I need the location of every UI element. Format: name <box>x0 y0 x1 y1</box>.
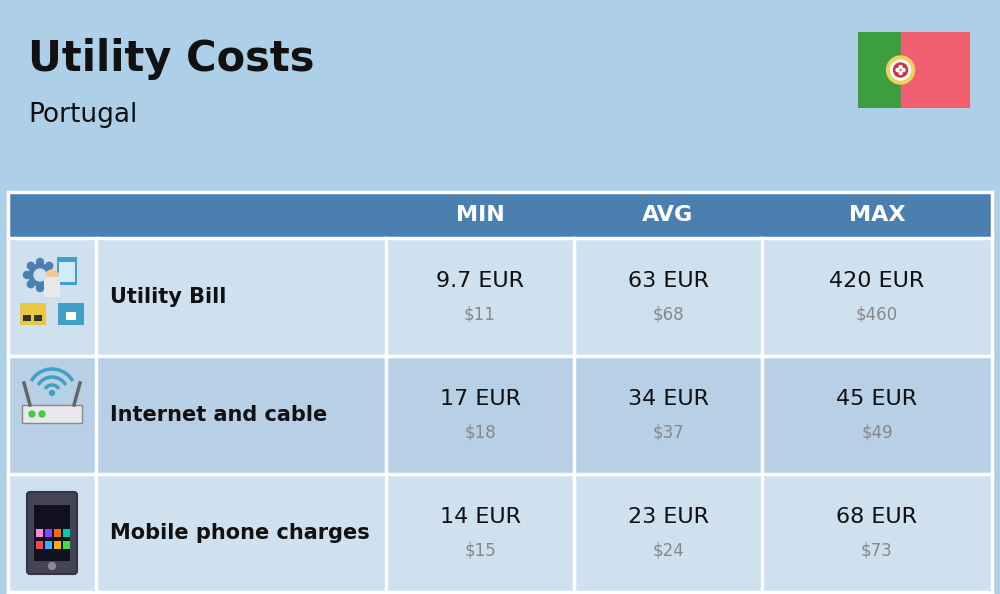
Circle shape <box>887 56 915 84</box>
FancyBboxPatch shape <box>8 192 992 238</box>
Text: 34 EUR: 34 EUR <box>628 389 708 409</box>
Text: AVG: AVG <box>642 205 694 225</box>
Circle shape <box>36 258 44 266</box>
FancyBboxPatch shape <box>8 474 992 592</box>
Circle shape <box>902 68 905 71</box>
Circle shape <box>34 269 46 281</box>
FancyBboxPatch shape <box>8 356 992 474</box>
Text: $24: $24 <box>652 542 684 560</box>
FancyBboxPatch shape <box>54 529 61 537</box>
Circle shape <box>29 264 51 286</box>
Circle shape <box>899 71 902 74</box>
Circle shape <box>36 285 44 292</box>
Text: MAX: MAX <box>849 205 905 225</box>
Circle shape <box>50 271 56 279</box>
Text: $68: $68 <box>652 306 684 324</box>
FancyBboxPatch shape <box>45 529 52 537</box>
Circle shape <box>50 390 54 396</box>
FancyBboxPatch shape <box>63 541 70 549</box>
Circle shape <box>48 563 56 570</box>
FancyBboxPatch shape <box>54 541 61 549</box>
Text: $18: $18 <box>464 424 496 442</box>
FancyBboxPatch shape <box>23 315 31 321</box>
Text: $460: $460 <box>856 306 898 324</box>
FancyBboxPatch shape <box>36 541 43 549</box>
Circle shape <box>46 281 53 287</box>
Text: Portugal: Portugal <box>28 102 137 128</box>
Circle shape <box>45 270 59 284</box>
FancyBboxPatch shape <box>57 257 77 285</box>
FancyBboxPatch shape <box>59 262 75 282</box>
Circle shape <box>29 411 35 417</box>
FancyBboxPatch shape <box>22 405 82 423</box>
Text: Utility Costs: Utility Costs <box>28 38 314 80</box>
Text: Internet and cable: Internet and cable <box>110 405 327 425</box>
FancyBboxPatch shape <box>858 32 901 108</box>
Text: 45 EUR: 45 EUR <box>836 389 918 409</box>
Text: 420 EUR: 420 EUR <box>829 271 925 291</box>
FancyBboxPatch shape <box>44 277 60 297</box>
Text: $73: $73 <box>861 542 893 560</box>
Text: $15: $15 <box>464 542 496 560</box>
FancyBboxPatch shape <box>27 492 77 574</box>
Circle shape <box>896 68 899 71</box>
FancyBboxPatch shape <box>45 541 52 549</box>
Text: $49: $49 <box>861 424 893 442</box>
FancyBboxPatch shape <box>34 505 70 561</box>
FancyBboxPatch shape <box>63 529 70 537</box>
FancyBboxPatch shape <box>8 238 992 356</box>
FancyBboxPatch shape <box>34 315 42 321</box>
Circle shape <box>899 65 902 68</box>
Circle shape <box>891 60 911 80</box>
Circle shape <box>39 411 45 417</box>
Text: 17 EUR: 17 EUR <box>440 389 520 409</box>
Text: 63 EUR: 63 EUR <box>628 271 708 291</box>
Circle shape <box>27 281 34 287</box>
Text: MIN: MIN <box>456 205 504 225</box>
Text: 14 EUR: 14 EUR <box>440 507 520 527</box>
FancyBboxPatch shape <box>901 32 970 108</box>
Text: $11: $11 <box>464 306 496 324</box>
Text: Utility Bill: Utility Bill <box>110 287 226 307</box>
Circle shape <box>894 63 908 77</box>
Text: 23 EUR: 23 EUR <box>628 507 708 527</box>
Circle shape <box>24 271 30 279</box>
FancyBboxPatch shape <box>66 312 76 320</box>
FancyBboxPatch shape <box>58 303 84 325</box>
FancyBboxPatch shape <box>36 529 43 537</box>
Text: Mobile phone charges: Mobile phone charges <box>110 523 370 543</box>
FancyBboxPatch shape <box>20 303 46 325</box>
Text: 9.7 EUR: 9.7 EUR <box>436 271 524 291</box>
Text: $37: $37 <box>652 424 684 442</box>
Circle shape <box>27 263 34 269</box>
Circle shape <box>46 263 53 269</box>
Text: 68 EUR: 68 EUR <box>836 507 918 527</box>
